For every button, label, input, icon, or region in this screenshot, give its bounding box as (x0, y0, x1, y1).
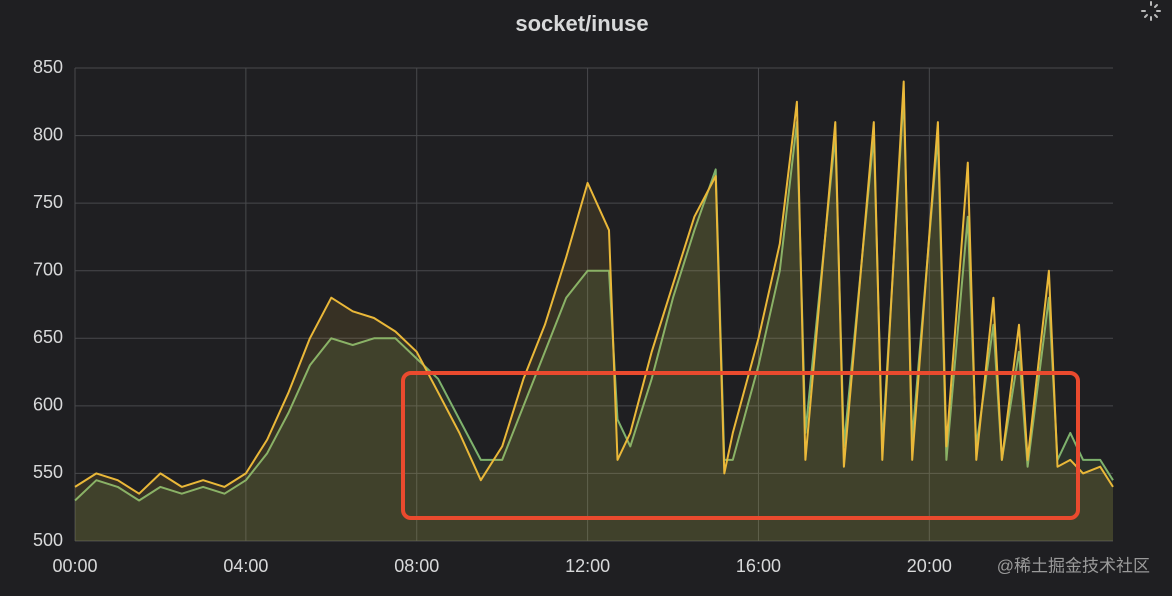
y-tick-label: 850 (33, 57, 63, 77)
x-tick-label: 00:00 (52, 556, 97, 576)
y-tick-label: 650 (33, 327, 63, 347)
x-tick-label: 04:00 (223, 556, 268, 576)
y-tick-label: 550 (33, 462, 63, 482)
x-tick-label: 08:00 (394, 556, 439, 576)
spinner (1141, 1, 1161, 21)
y-tick-label: 500 (33, 530, 63, 550)
x-tick-label: 12:00 (565, 556, 610, 576)
x-tick-label: 16:00 (736, 556, 781, 576)
highlight-box (401, 371, 1080, 520)
y-tick-label: 600 (33, 395, 63, 415)
y-tick-label: 750 (33, 192, 63, 212)
line (74, 80, 1114, 495)
y-tick-label: 800 (33, 124, 63, 144)
x-tick-label: 20:00 (907, 556, 952, 576)
watermark: @稀土掘金技术社区 (997, 556, 1150, 575)
y-tick-label: 700 (33, 259, 63, 279)
area (75, 95, 1113, 541)
chart-title: socket/inuse (515, 11, 648, 36)
area (75, 81, 1113, 541)
